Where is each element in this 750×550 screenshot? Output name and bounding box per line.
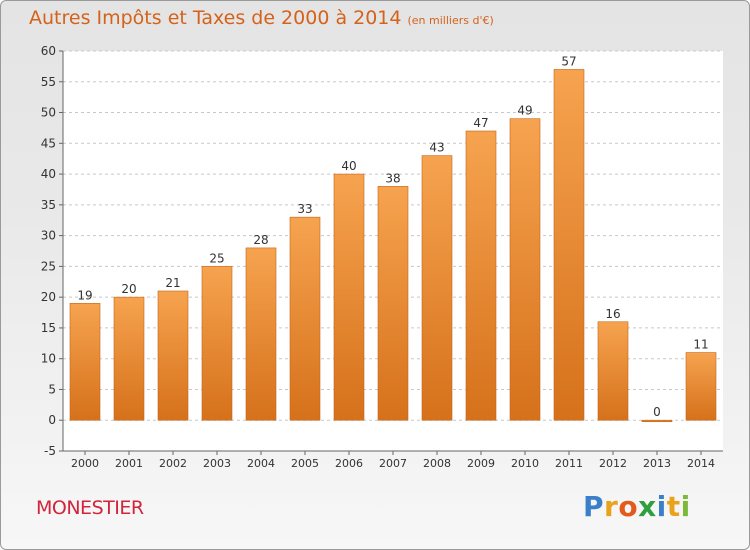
bar: [685, 352, 717, 421]
y-tick-label: 55: [41, 75, 56, 89]
bar: [465, 130, 497, 421]
y-tick-label: 60: [41, 44, 56, 58]
x-tick-label: 2004: [247, 457, 275, 470]
bar: [289, 216, 321, 421]
bar-value-label: 20: [121, 282, 136, 296]
x-tick-label: 2010: [511, 457, 539, 470]
bar-value-label: 0: [653, 405, 661, 419]
bar: [597, 321, 629, 421]
x-tick-label: 2005: [291, 457, 319, 470]
logo-letter: x: [638, 490, 657, 523]
logo-letter: i: [656, 490, 667, 523]
chart-title: Autres Impôts et Taxes de 2000 à 2014 (en…: [29, 7, 494, 29]
logo-letter: r: [604, 490, 619, 523]
x-tick-label: 2008: [423, 457, 451, 470]
bar: [157, 290, 189, 421]
bar: [201, 266, 233, 421]
x-tick-label: 2007: [379, 457, 407, 470]
bar: [69, 303, 101, 421]
bar: [245, 247, 277, 421]
bar-value-label: 57: [561, 54, 576, 68]
y-tick-label: 40: [41, 167, 56, 181]
bar-value-label: 49: [517, 104, 532, 118]
y-tick-label: 10: [41, 352, 56, 366]
bar: [641, 419, 673, 423]
y-tick-label: 20: [41, 290, 56, 304]
y-tick-label: 5: [48, 382, 56, 396]
chart-subtitle: (en milliers d'€): [407, 14, 494, 27]
bar: [113, 296, 145, 421]
x-tick-label: 2011: [555, 457, 583, 470]
bar: [333, 173, 365, 421]
y-tick-label: 30: [41, 229, 56, 243]
bar-value-label: 21: [165, 276, 180, 290]
bar: [377, 186, 409, 421]
proxiti-logo: Proxiti: [583, 490, 691, 523]
logo-letter: t: [666, 490, 681, 523]
bar-value-label: 19: [77, 288, 92, 302]
bar-value-label: 33: [297, 202, 312, 216]
y-tick-label: 45: [41, 136, 56, 150]
bar-value-label: 25: [209, 251, 224, 265]
bar-value-label: 40: [341, 159, 356, 173]
logo-letter: P: [583, 490, 605, 523]
bar: [553, 69, 585, 421]
commune-name: MONESTIER: [36, 497, 144, 519]
bar-value-label: 28: [253, 233, 268, 247]
bar-value-label: 47: [473, 116, 488, 130]
x-tick-label: 2006: [335, 457, 363, 470]
x-tick-label: 2014: [687, 457, 715, 470]
y-tick-label: 25: [41, 259, 56, 273]
logo-letter: o: [618, 490, 639, 523]
x-tick-label: 2001: [115, 457, 143, 470]
logo-letter: i: [680, 490, 691, 523]
x-tick-label: 2013: [643, 457, 671, 470]
y-tick-label: 50: [41, 106, 56, 120]
x-tick-label: 2009: [467, 457, 495, 470]
bar-value-label: 43: [429, 141, 444, 155]
y-tick-label: 0: [48, 413, 56, 427]
title-text: Autres Impôts et Taxes de 2000 à 2014: [29, 7, 402, 29]
x-tick-label: 2003: [203, 457, 231, 470]
y-tick-label: 35: [41, 198, 56, 212]
x-tick-label: 2002: [159, 457, 187, 470]
bar-value-label: 11: [693, 338, 708, 352]
bar-value-label: 16: [605, 307, 620, 321]
y-tick-label: -5: [44, 444, 56, 458]
x-tick-label: 2012: [599, 457, 627, 470]
y-tick-label: 15: [41, 321, 56, 335]
bar: [509, 118, 541, 421]
bar: [421, 155, 453, 421]
x-tick-label: 2000: [71, 457, 99, 470]
bar-value-label: 38: [385, 171, 400, 185]
